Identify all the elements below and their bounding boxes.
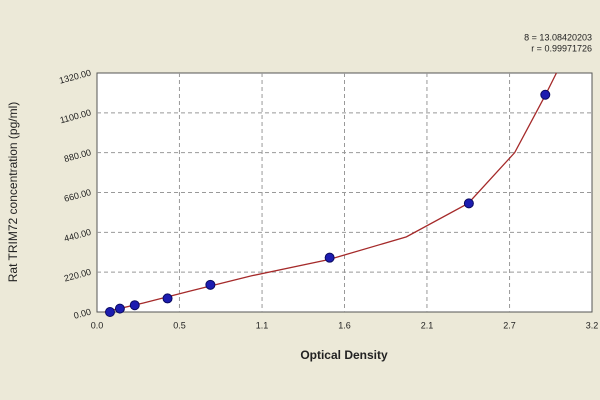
data-point xyxy=(162,293,173,304)
annotation: r = 0.99971726 xyxy=(531,43,592,53)
x-tick-label: 3.2 xyxy=(586,320,599,330)
x-tick-label: 2.7 xyxy=(503,320,516,330)
y-tick-label: 660.00 xyxy=(63,187,92,204)
y-tick-label: 880.00 xyxy=(63,147,92,164)
y-tick-label: 220.00 xyxy=(63,267,92,284)
x-tick-label: 1.6 xyxy=(338,320,351,330)
y-tick-label: 440.00 xyxy=(63,227,92,244)
data-point xyxy=(463,198,474,209)
data-point xyxy=(205,279,216,290)
data-point xyxy=(114,303,125,314)
x-tick-label: 1.1 xyxy=(256,320,269,330)
data-point xyxy=(324,252,335,263)
y-tick-label: 1100.00 xyxy=(59,107,92,125)
annotation: 8 = 13.08420203 xyxy=(524,32,592,42)
y-tick-label: 1320.00 xyxy=(58,68,92,86)
x-axis-label: Optical Density xyxy=(300,348,388,362)
data-point xyxy=(104,307,115,317)
x-tick-label: 0.5 xyxy=(173,320,186,330)
data-point xyxy=(540,89,551,100)
x-tick-label: 0.0 xyxy=(91,320,104,330)
y-tick-label: 0.00 xyxy=(73,307,93,321)
data-point xyxy=(129,300,140,311)
x-tick-label: 2.1 xyxy=(421,320,434,330)
y-axis-label: Rat TRIM72 concentration (pg/ml) xyxy=(6,102,20,283)
